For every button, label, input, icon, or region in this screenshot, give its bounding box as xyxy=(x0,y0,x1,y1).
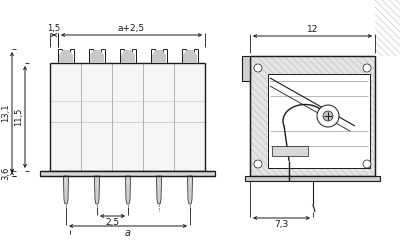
Text: 1,5: 1,5 xyxy=(48,24,60,33)
Polygon shape xyxy=(268,74,370,168)
Polygon shape xyxy=(121,50,135,63)
Polygon shape xyxy=(94,176,100,204)
Polygon shape xyxy=(64,176,68,204)
Polygon shape xyxy=(183,50,197,63)
Text: 3,6: 3,6 xyxy=(2,167,10,180)
Polygon shape xyxy=(242,56,250,81)
Text: 7,3: 7,3 xyxy=(274,220,289,229)
Circle shape xyxy=(254,160,262,168)
Polygon shape xyxy=(59,50,73,63)
Text: a+2,5: a+2,5 xyxy=(118,24,145,33)
Circle shape xyxy=(363,64,371,72)
Polygon shape xyxy=(90,50,104,63)
Polygon shape xyxy=(250,56,375,176)
Polygon shape xyxy=(40,171,215,176)
Text: 2,5: 2,5 xyxy=(106,218,120,227)
Text: 13,1: 13,1 xyxy=(2,103,10,122)
Text: a: a xyxy=(125,228,131,238)
Polygon shape xyxy=(188,176,192,204)
Circle shape xyxy=(254,64,262,72)
Text: 12: 12 xyxy=(307,25,318,34)
Polygon shape xyxy=(126,176,130,204)
Circle shape xyxy=(317,105,339,127)
Polygon shape xyxy=(272,146,308,156)
Polygon shape xyxy=(152,50,166,63)
Circle shape xyxy=(363,160,371,168)
Polygon shape xyxy=(245,176,380,181)
Circle shape xyxy=(323,111,333,121)
Polygon shape xyxy=(50,63,205,171)
Polygon shape xyxy=(156,176,162,204)
Text: 11,5: 11,5 xyxy=(14,108,24,126)
